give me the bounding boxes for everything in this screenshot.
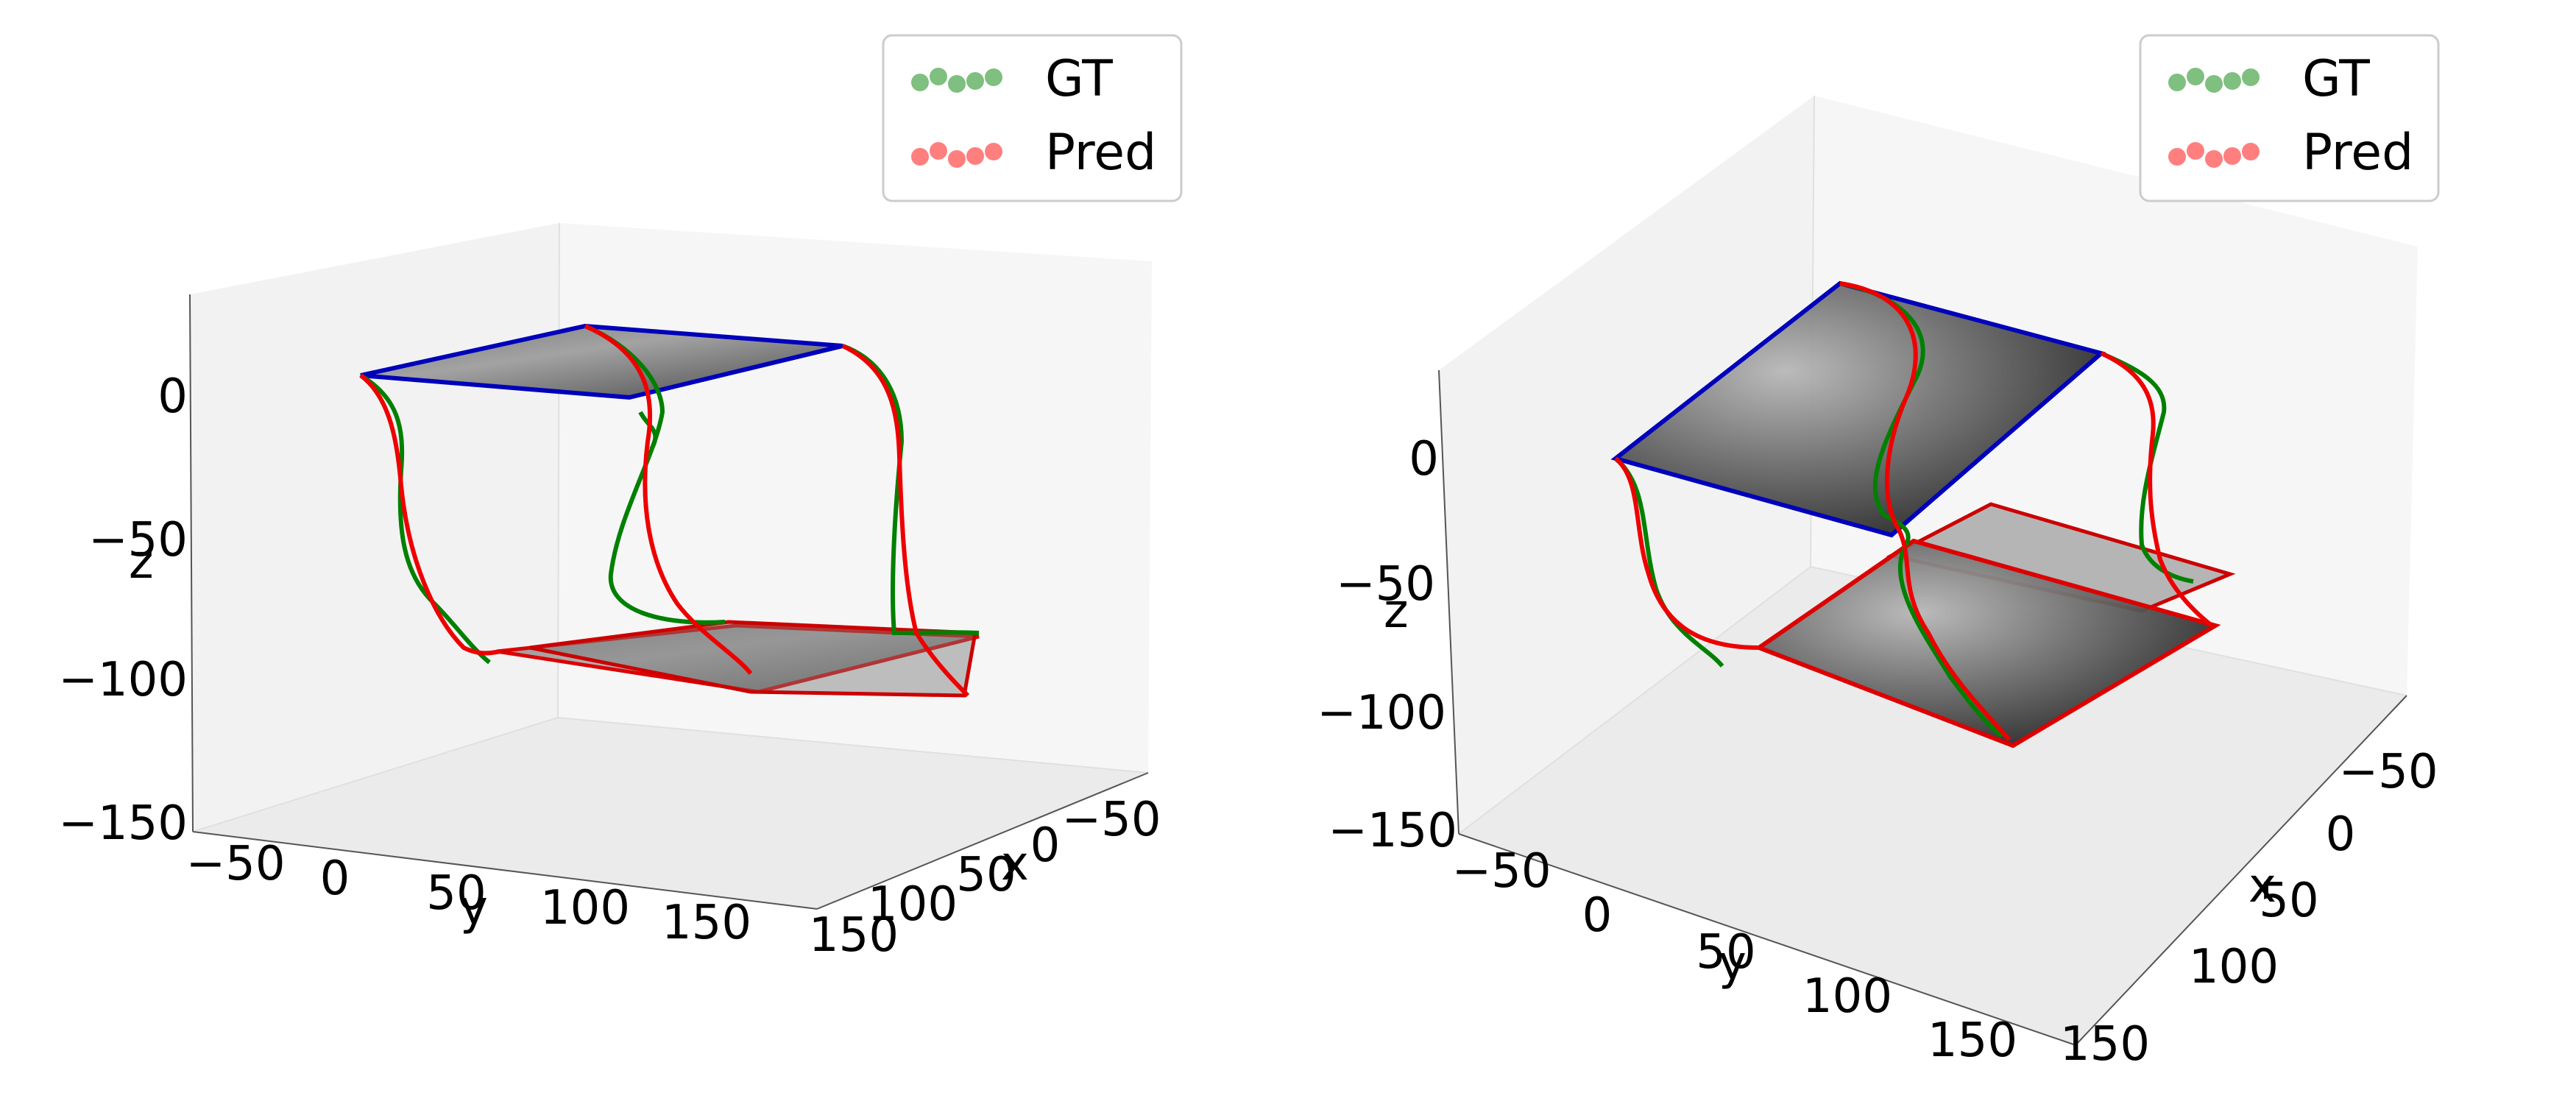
right-legend-gt-marker [2168,68,2260,93]
right-y-ticks: −50 0 50 100 150 [1451,844,2017,1068]
left-z-axis-line [189,294,194,832]
right-y-axis-label: y [1719,936,1747,991]
right-z-axis-line [1438,369,1459,835]
left-x-axis-line [816,772,1149,910]
right-legend-gt-label: GT [2302,50,2370,108]
left-z-tick-3: −150 [58,796,188,851]
left-y-ticks: −50 0 50 100 150 [185,837,751,950]
right-x-axis-line [2075,695,2407,1046]
left-x-axis-label: x [1001,837,1029,891]
right-pred-trajectory [1614,281,2213,741]
left-legend-pred-marker [911,142,1002,168]
right-z-axis-label: z [1384,584,1409,639]
left-z-tick-1: −50 [88,513,188,567]
left-legend-pred-label: Pred [1045,124,1156,182]
left-z-tick-0: 0 [158,369,188,424]
left-x-tick-0: 150 [809,908,899,963]
right-x-ticks: −50 050 100 150 [2060,745,2438,1072]
left-x-tick-1: 100 [868,877,958,932]
right-x-tick-2: 50 [2259,874,2318,928]
left-y-tick-3: 100 [540,881,630,935]
right-x-axis-label: x [2248,859,2276,913]
left-legend: GT Pred [882,34,1183,202]
left-z-tick-2: −100 [58,653,188,707]
left-legend-gt-marker [911,68,1002,93]
left-y-tick-4: 150 [662,896,751,950]
right-floor-pane [1459,567,2407,1045]
left-y-tick-0: −50 [185,837,285,891]
right-pred-frame [1754,538,2221,749]
right-x-tick-4: 150 [2060,1017,2150,1072]
right-z-tick-3: −150 [1328,804,1457,858]
left-y-axis-line [192,831,818,910]
left-z-axis-label: z [129,535,154,590]
right-y-tick-3: 100 [1802,969,1892,1024]
right-back-pane [1439,96,1814,834]
left-z-ticks: 0 −50 −100 −150 [58,369,188,851]
right-x-tick-0: −50 [2338,745,2438,799]
left-gt-trajectory [359,324,980,665]
left-x-tick-2: 50 [956,848,1016,902]
left-y-tick-1: 0 [320,852,350,906]
right-legend-pred-marker [2168,142,2260,168]
right-y-tick-1: 0 [1582,888,1613,943]
left-x-tick-4: −50 [1061,793,1161,847]
right-x-tick-1: 0 [2326,807,2356,862]
right-z-tick-2: −100 [1317,686,1446,740]
left-legend-gt-label: GT [1045,50,1113,108]
right-y-tick-2: 50 [1696,925,1755,980]
right-z-tick-0: 0 [1409,432,1439,486]
left-x-tick-3: 0 [1030,818,1061,873]
right-x-tick-3: 100 [2189,940,2279,994]
right-z-ticks: 0 −50 −100 −150 [1317,432,1457,858]
left-y-axis-label: y [460,881,488,935]
right-legend: GT Pred [2139,34,2440,202]
right-legend-pred-label: Pred [2302,124,2413,182]
right-y-axis-line [1458,833,2076,1046]
right-z-tick-1: −50 [1336,557,1435,612]
right-y-tick-0: −50 [1451,844,1551,899]
right-y-tick-4: 150 [1928,1013,2017,1068]
left-y-tick-2: 50 [426,866,486,921]
left-pred-trajectory [359,324,970,698]
